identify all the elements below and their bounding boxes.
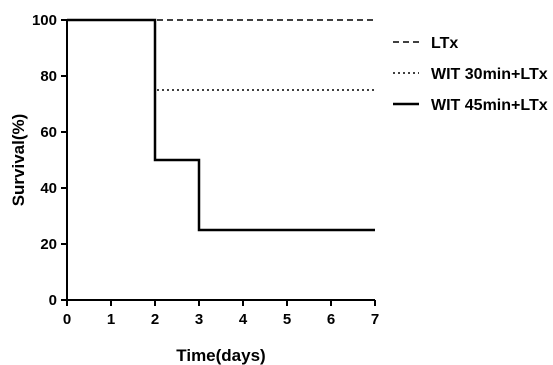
x-tick-label: 6	[327, 311, 335, 328]
series-line-wit-45min-ltx	[67, 18, 375, 232]
legend-label: LTx	[431, 35, 458, 52]
y-tick-label: 40	[40, 180, 57, 197]
y-tick-label: 0	[49, 292, 57, 309]
x-tick-label: 7	[371, 311, 379, 328]
legend-label: WIT 30min+LTx	[431, 66, 548, 83]
y-tick-label: 60	[40, 124, 57, 141]
legend-label: WIT 45min+LTx	[431, 97, 548, 114]
x-tick-label: 4	[239, 311, 248, 328]
ticks: 0 20 40 60 80 100 0 1 2 3 4 5 6 7	[32, 12, 379, 328]
x-tick-label: 0	[63, 311, 71, 328]
axes	[66, 20, 375, 301]
series-line-wit-30min-ltx	[67, 19, 375, 91]
y-tick-label: 80	[40, 68, 57, 85]
y-axis-title: Survival(%)	[9, 114, 28, 207]
y-tick-label: 20	[40, 236, 57, 253]
plot-area	[67, 18, 375, 232]
x-tick-label: 5	[283, 311, 291, 328]
x-axis-title: Time(days)	[176, 346, 265, 365]
y-tick-label: 100	[32, 12, 57, 29]
x-tick-label: 1	[107, 311, 115, 328]
legend: LTx WIT 30min+LTx WIT 45min+LTx	[393, 35, 548, 114]
x-tick-label: 3	[195, 311, 203, 328]
x-tick-label: 2	[151, 311, 159, 328]
